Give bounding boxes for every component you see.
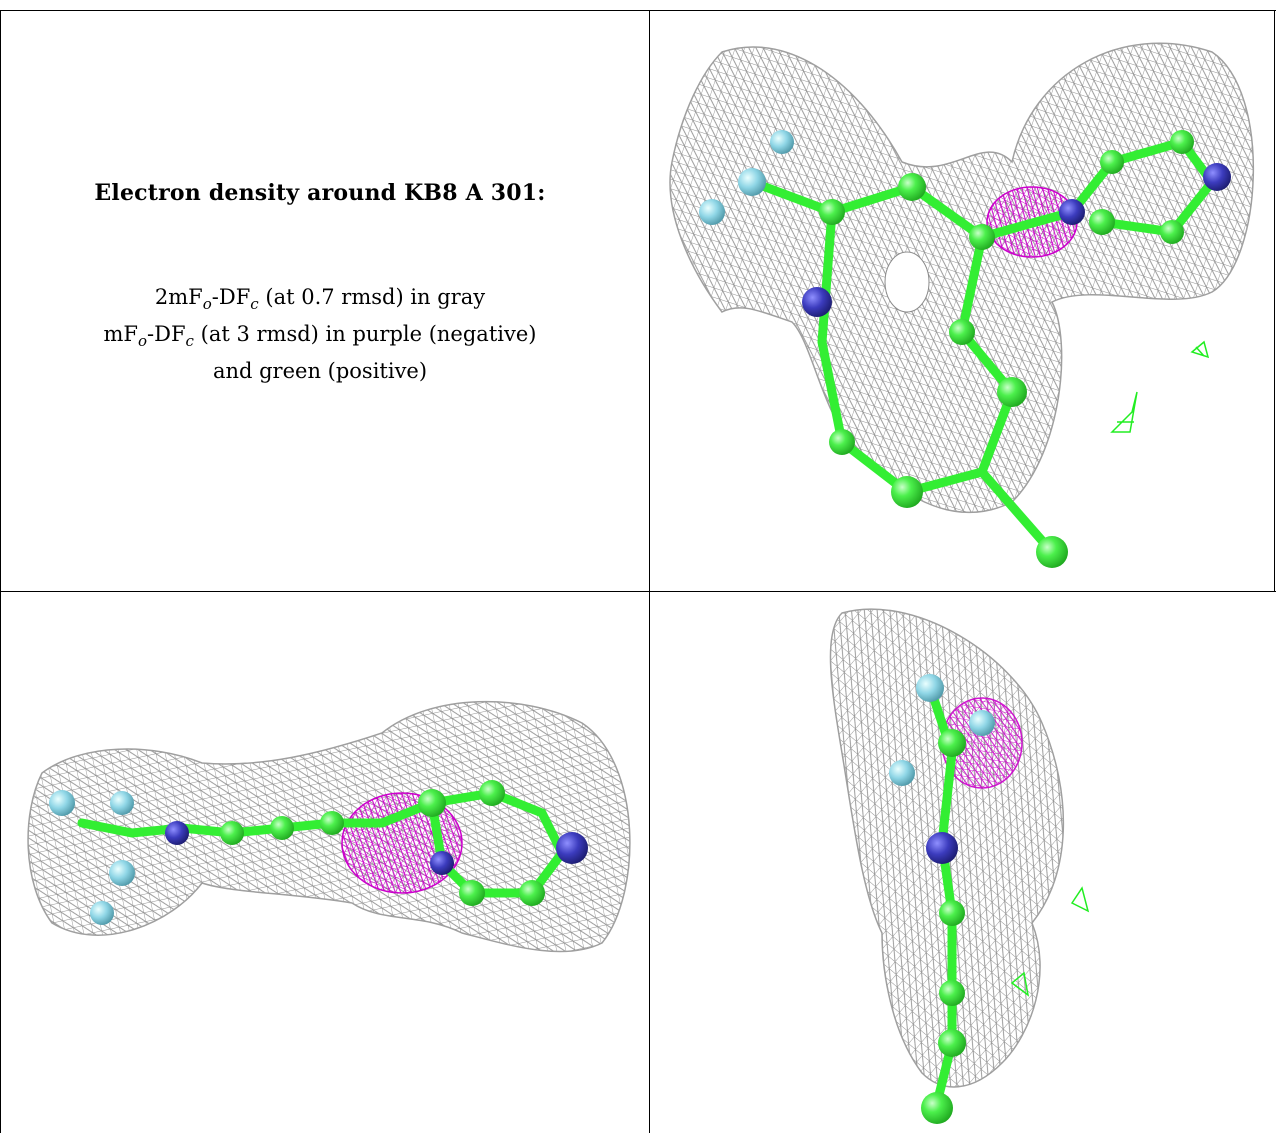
- caption-title: Electron density around KB8 A 301:: [94, 180, 546, 206]
- density-view-top: [652, 12, 1272, 590]
- legend-line-fo-fc: mFo-DFc (at 3 rmsd) in purple (negative): [103, 322, 537, 351]
- density-view-end: [652, 593, 1272, 1133]
- table-border-right: [1274, 10, 1275, 592]
- caption-legend: 2mFo-DFc (at 0.7 rmsd) in gray mFo-DFc (…: [40, 282, 600, 386]
- table-divider-vertical: [649, 10, 650, 1133]
- legend-line-colors: and green (positive): [212, 359, 428, 384]
- density-render-side: [27, 700, 631, 953]
- table-border-top: [0, 10, 1276, 11]
- table-border-left: [0, 10, 1, 1133]
- table-divider-horizontal: [0, 591, 1276, 592]
- density-render-end: [829, 608, 1090, 1124]
- density-render-top: [669, 42, 1254, 568]
- density-view-side: [2, 593, 648, 1133]
- legend-line-2fo-fc: 2mFo-DFc (at 0.7 rmsd) in gray: [154, 285, 486, 314]
